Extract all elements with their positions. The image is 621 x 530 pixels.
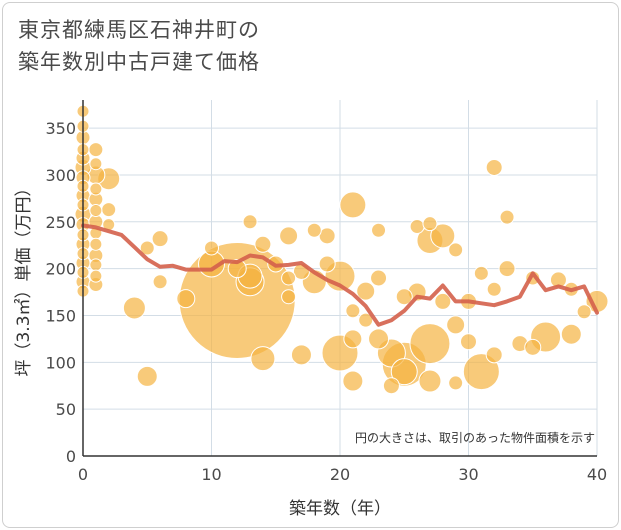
bubble-point	[485, 346, 503, 364]
bubble-point	[343, 329, 363, 349]
bubble-point	[250, 346, 276, 372]
tick-labels: 0 10 20 30 40 0 50 100 150 200 250 300 350	[45, 119, 607, 484]
bubble-point	[151, 230, 169, 248]
bubble-point	[242, 214, 258, 230]
y-tick-label: 250	[45, 213, 76, 232]
bubble-point	[356, 281, 376, 301]
y-tick-label: 0	[66, 447, 76, 466]
bubble-point	[204, 240, 219, 256]
bubble-point	[498, 260, 516, 278]
bubble-point	[409, 323, 451, 365]
bubble-point	[409, 218, 425, 234]
bubble-point	[448, 375, 464, 391]
chart-title-line-2: 築年数別中古戸建て価格	[18, 50, 260, 74]
y-tick-label: 100	[45, 353, 76, 372]
bubble-point	[462, 353, 500, 391]
bubble-point	[560, 323, 582, 345]
bubble-point	[576, 304, 592, 320]
bubble-point	[448, 242, 464, 258]
x-tick-label: 20	[330, 465, 350, 484]
bubble-point	[89, 237, 103, 251]
bubble-point	[473, 265, 489, 281]
bubble-point	[281, 289, 297, 305]
bubble-point	[418, 369, 442, 393]
bubble-point	[89, 258, 103, 272]
bubble-point	[524, 338, 542, 356]
bubble-point	[89, 269, 103, 283]
bubble-point	[176, 289, 196, 309]
bubble-point	[485, 158, 503, 176]
bubble-point	[89, 204, 103, 218]
y-tick-label: 200	[45, 260, 76, 279]
bubble-point	[371, 222, 387, 238]
bubble-point	[101, 202, 117, 218]
bubble-point	[390, 358, 418, 386]
bubble-point	[279, 226, 299, 246]
bubble-point	[382, 377, 400, 395]
bubble-point	[139, 240, 155, 256]
bubble-point	[460, 333, 477, 351]
bubble-point	[434, 292, 452, 310]
y-axis-title: 坪（3.3㎡）単価（万円）	[14, 179, 34, 376]
y-tick-label: 350	[45, 119, 76, 138]
axes	[82, 100, 597, 457]
bubble-point	[395, 288, 413, 306]
bubble-point	[368, 328, 390, 350]
bubble-point	[342, 370, 364, 392]
bubble-point	[486, 281, 502, 297]
chart-title: 東京都練馬区石神井町の 築年数別中古戸建て価格	[18, 14, 260, 78]
bubble-point	[345, 303, 361, 319]
bubble-point	[88, 142, 104, 158]
average-line-series	[81, 223, 599, 327]
chart-title-line-1: 東京都練馬区石神井町の	[18, 18, 260, 42]
bubble-point	[281, 270, 297, 286]
bubble-series	[74, 104, 609, 395]
x-tick-label: 30	[458, 465, 478, 484]
bubble-point	[306, 222, 322, 238]
y-tick-label: 50	[56, 400, 76, 419]
bubble-point	[446, 315, 466, 335]
bubble-point	[339, 191, 367, 219]
x-axis-title: 築年数（年）	[289, 499, 391, 519]
bubble-point	[152, 274, 168, 290]
x-tick-label: 40	[587, 465, 607, 484]
bubble-point	[358, 312, 374, 328]
average-line	[81, 223, 599, 327]
bubble-point	[227, 259, 247, 279]
x-tick-label: 0	[78, 465, 88, 484]
bubble-point	[122, 296, 146, 320]
bubble-point	[499, 209, 515, 225]
y-tick-label: 300	[45, 166, 76, 185]
bubble-point	[89, 182, 103, 196]
bubble-point	[89, 157, 103, 171]
bubble-point	[136, 365, 158, 387]
bubble-point	[430, 223, 456, 249]
bubble-point	[422, 216, 438, 232]
x-tick-label: 10	[201, 465, 221, 484]
bubble-point	[318, 255, 336, 273]
size-legend-note: 円の大きさは、取引のあった物件面積を示す	[355, 430, 595, 445]
bubble-point	[290, 344, 312, 366]
bubble-point	[370, 269, 388, 287]
y-tick-label: 150	[45, 306, 76, 325]
bubble-point	[254, 235, 272, 253]
